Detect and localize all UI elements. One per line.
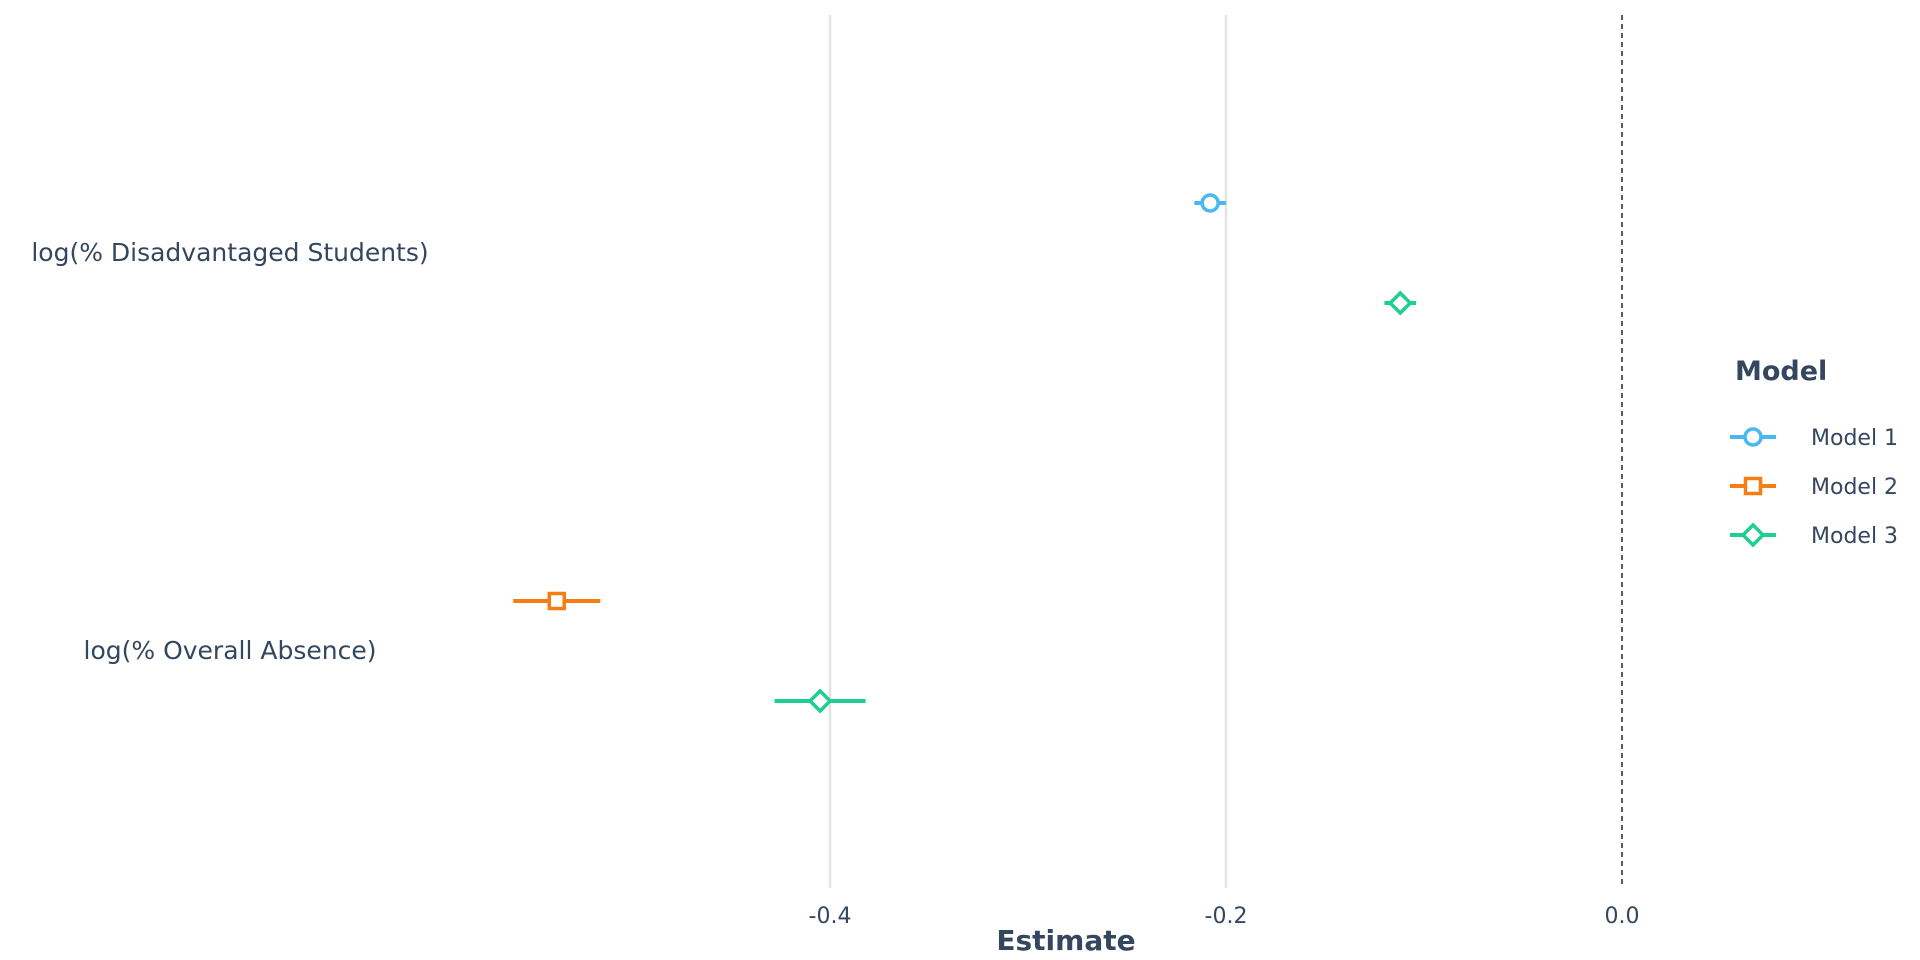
category-labels: log(% Disadvantaged Students) log(% Overa… xyxy=(31,238,428,665)
point-markers xyxy=(547,193,1413,714)
point-marker xyxy=(547,591,567,611)
legend-key-marker xyxy=(1743,427,1763,447)
x-tick-label: 0.0 xyxy=(1605,904,1640,929)
point-marker xyxy=(1200,193,1220,213)
legend-label: Model 1 xyxy=(1811,426,1898,451)
x-tick-label: -0.2 xyxy=(1205,904,1248,929)
legend-key-marker xyxy=(1743,476,1763,496)
category-label: log(% Overall Absence) xyxy=(84,636,377,665)
x-tick-label: -0.4 xyxy=(809,904,852,929)
point-marker xyxy=(1387,290,1413,316)
grid-lines xyxy=(828,15,1228,888)
legend-label: Model 3 xyxy=(1811,524,1898,549)
point-marker xyxy=(807,688,833,714)
x-axis-title: Estimate xyxy=(996,924,1135,957)
legend-key-marker xyxy=(1740,522,1766,548)
legend-title: Model xyxy=(1735,356,1827,387)
legend-label: Model 2 xyxy=(1811,475,1898,500)
x-axis-ticks: -0.4 -0.2 0.0 xyxy=(809,904,1640,929)
legend: Model Model 1 Model 2 Model 3 xyxy=(1730,356,1898,549)
category-label: log(% Disadvantaged Students) xyxy=(31,238,428,267)
error-bars xyxy=(513,201,1417,703)
